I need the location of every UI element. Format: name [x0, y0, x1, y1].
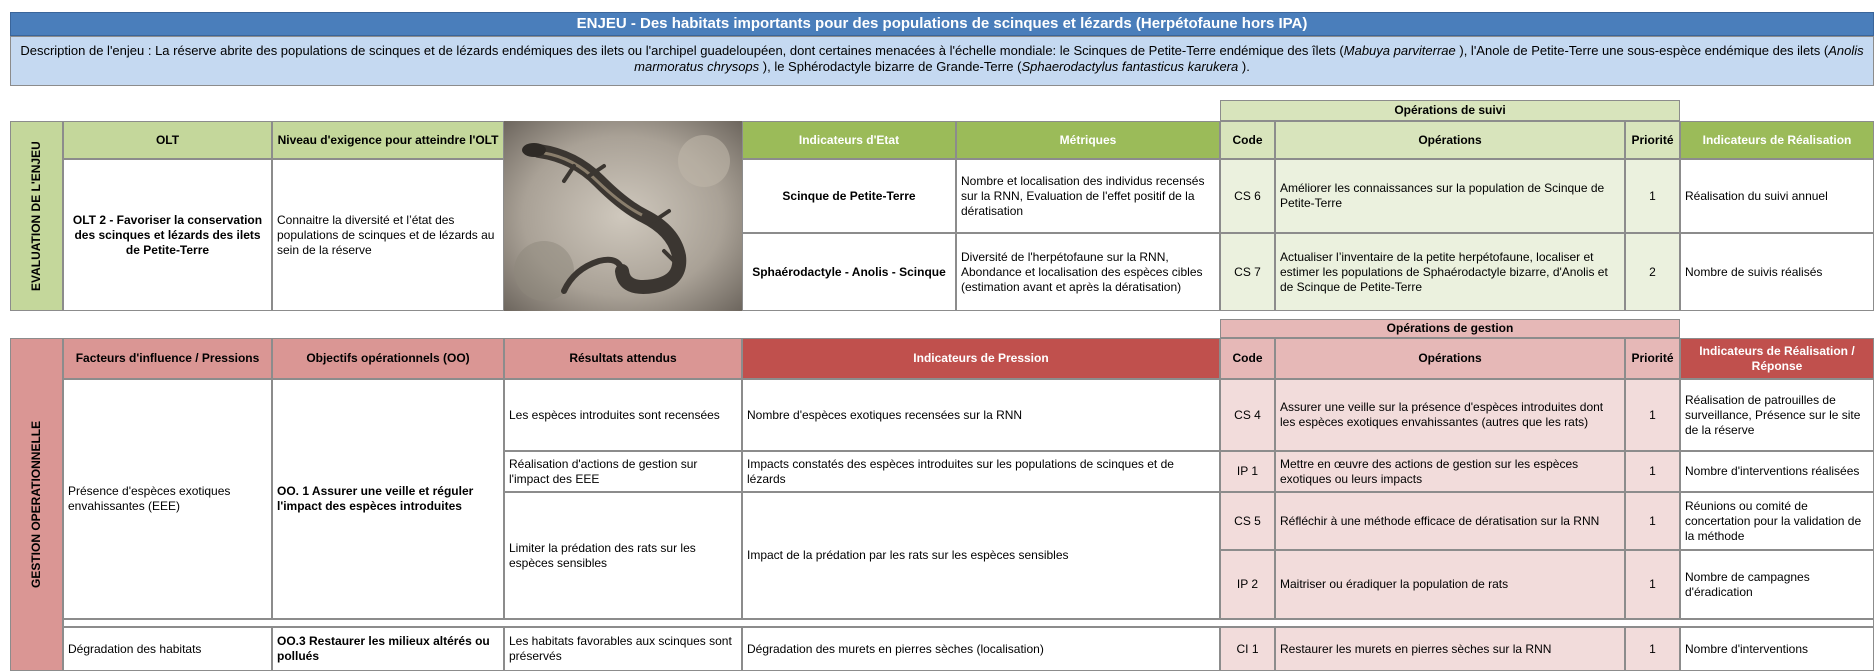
- section-label: GESTION OPERATIONNELLE: [10, 338, 63, 671]
- column-header: OLT: [63, 121, 272, 159]
- realisation: Nombre de campagnes d'éradication: [1680, 550, 1874, 619]
- column-header: Facteurs d'influence / Pressions: [63, 338, 272, 379]
- species-name: Anolis marmoratus chrysops: [634, 43, 1864, 75]
- code: CS 7: [1220, 233, 1275, 311]
- lizard-photo: [504, 121, 742, 311]
- description-text: ), l'Anole de Petite-Terre une sous-espè…: [1455, 43, 1829, 58]
- resultat: Les espèces introduites sont recensées: [504, 379, 742, 451]
- objectif: OO.3 Restaurer les milieux altérés ou po…: [272, 627, 504, 671]
- column-header: Niveau d'exigence pour atteindre l'OLT: [272, 121, 504, 159]
- pressure-indicator: Impact de la prédation par les rats sur …: [742, 492, 1220, 619]
- column-header: Opérations: [1275, 121, 1625, 159]
- realisation: Nombre d'interventions réalisées: [1680, 451, 1874, 492]
- facteur: Présence d'espèces exotiques envahissant…: [63, 379, 272, 619]
- column-header: Résultats attendus: [504, 338, 742, 379]
- indicator: Scinque de Petite-Terre: [742, 159, 956, 233]
- pressure-indicator: Impacts constatés des espèces introduite…: [742, 451, 1220, 492]
- pressure-indicator: Dégradation des murets en pierres sèches…: [742, 627, 1220, 671]
- metric: Diversité de l'herpétofaune sur la RNN, …: [956, 233, 1220, 311]
- description-text: ), le Sphérodactyle bizarre de Grande-Te…: [759, 59, 1022, 75]
- column-header: Priorité: [1625, 121, 1680, 159]
- priority: 1: [1625, 627, 1680, 671]
- objectif: OO. 1 Assurer une veille et réguler l'im…: [272, 379, 504, 619]
- code: IP 2: [1220, 550, 1275, 619]
- indicator: Sphaérodactyle - Anolis - Scinque: [742, 233, 956, 311]
- priority: 2: [1625, 233, 1680, 311]
- code: CI 1: [1220, 627, 1275, 671]
- operation: Maitriser ou éradiquer la population de …: [1275, 550, 1625, 619]
- group-header: Opérations de suivi: [1220, 100, 1680, 121]
- title-bar: ENJEU - Des habitats importants pour des…: [10, 12, 1874, 36]
- realisation: Nombre d'interventions: [1680, 627, 1874, 671]
- spacer-row: [63, 619, 1874, 627]
- metric: Nombre et localisation des individus rec…: [956, 159, 1220, 233]
- resultat: Les habitats favorables aux scinques son…: [504, 627, 742, 671]
- pressure-indicator: Nombre d'espèces exotiques recensées sur…: [742, 379, 1220, 451]
- resultat: Réalisation d'actions de gestion sur l'i…: [504, 451, 742, 492]
- code: CS 6: [1220, 159, 1275, 233]
- priority: 1: [1625, 159, 1680, 233]
- niveau: Connaitre la diversité et l’état des pop…: [272, 159, 504, 311]
- olt: OLT 2 - Favoriser la conservation des sc…: [63, 159, 272, 311]
- column-header: Code: [1220, 121, 1275, 159]
- operation: Réfléchir à une méthode efficace de déra…: [1275, 492, 1625, 550]
- column-header: Indicateurs d'Etat: [742, 121, 956, 159]
- code: CS 5: [1220, 492, 1275, 550]
- realisation: Nombre de suivis réalisés: [1680, 233, 1874, 311]
- column-header: Indicateurs de Réalisation: [1680, 121, 1874, 159]
- code: IP 1: [1220, 451, 1275, 492]
- operation: Améliorer les connaissances sur la popul…: [1275, 159, 1625, 233]
- section-label: EVALUATION DE L'ENJEU: [10, 121, 63, 311]
- column-header: Code: [1220, 338, 1275, 379]
- operation: Mettre en œuvre des actions de gestion s…: [1275, 451, 1625, 492]
- realisation: Réunions ou comité de concertation pour …: [1680, 492, 1874, 550]
- column-header: Métriques: [956, 121, 1220, 159]
- description-text: Description de l'enjeu : La réserve abri…: [20, 43, 1344, 58]
- realisation: Réalisation de patrouilles de surveillan…: [1680, 379, 1874, 451]
- column-header: Indicateurs de Pression: [742, 338, 1220, 379]
- code: CS 4: [1220, 379, 1275, 451]
- species-name: Sphaerodactylus fantasticus karukera: [1021, 59, 1239, 75]
- operation: Restaurer les murets en pierres sèches s…: [1275, 627, 1625, 671]
- resultat: Limiter la prédation des rats sur les es…: [504, 492, 742, 619]
- priority: 1: [1625, 492, 1680, 550]
- priority: 1: [1625, 550, 1680, 619]
- priority: 1: [1625, 451, 1680, 492]
- column-header: Objectifs opérationnels (OO): [272, 338, 504, 379]
- column-header: Indicateurs de Réalisation / Réponse: [1680, 338, 1874, 379]
- description: Description de l'enjeu : La réserve abri…: [10, 36, 1874, 86]
- description-text: ).: [1238, 59, 1250, 75]
- realisation: Réalisation du suivi annuel: [1680, 159, 1874, 233]
- species-name: Mabuya parviterrae: [1343, 43, 1456, 58]
- operation: Actualiser l’inventaire de la petite her…: [1275, 233, 1625, 311]
- column-header: Priorité: [1625, 338, 1680, 379]
- operation: Assurer une veille sur la présence d'esp…: [1275, 379, 1625, 451]
- facteur: Dégradation des habitats: [63, 627, 272, 671]
- group-header: Opérations de gestion: [1220, 319, 1680, 338]
- priority: 1: [1625, 379, 1680, 451]
- column-header: Opérations: [1275, 338, 1625, 379]
